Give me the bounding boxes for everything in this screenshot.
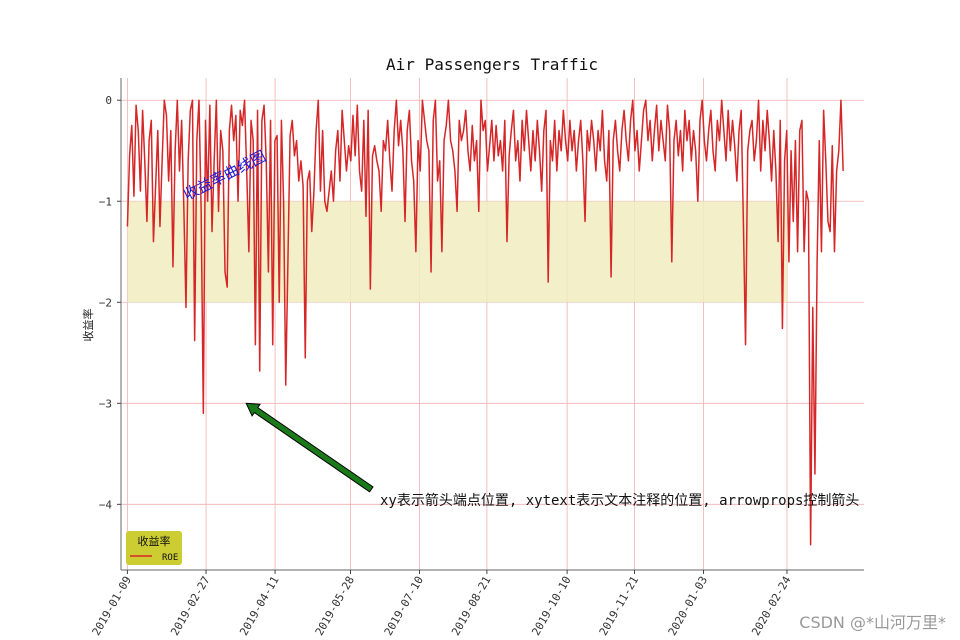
y-axis-label: 收益率 <box>81 309 95 342</box>
y-tick-label-4: −4 <box>99 498 113 511</box>
arrow-icon <box>245 402 374 493</box>
x-tick-label-8: 2020-01-03 <box>666 574 710 638</box>
y-tick-label-1: −1 <box>99 195 112 208</box>
legend-title: 收益率 <box>138 534 171 548</box>
annotation-arrow <box>245 402 374 493</box>
y-tick-label-0: 0 <box>105 94 112 107</box>
chart-title: Air Passengers Traffic <box>386 55 598 74</box>
legend: 收益率 ROE <box>126 531 182 565</box>
legend-label-roe: ROE <box>162 553 178 563</box>
x-tick-label-2: 2019-04-11 <box>237 574 281 638</box>
series-line-roe <box>126 99 844 546</box>
y-tick-label-2: −2 <box>99 296 112 309</box>
x-tick-label-3: 2019-05-28 <box>313 574 357 638</box>
arrow-annotation-text: xy表示箭头端点位置, xytext表示文本注释的位置, arrowprops控… <box>380 492 859 509</box>
shaded-band <box>127 201 787 303</box>
x-tick-label-6: 2019-10-10 <box>529 574 573 638</box>
x-tick-labels: 2019-01-09 2019-02-27 2019-04-11 2019-05-28… <box>90 570 794 638</box>
axes <box>120 78 864 571</box>
x-tick-label-1: 2019-02-27 <box>168 574 212 638</box>
watermark: CSDN @*山河万里* <box>799 613 946 632</box>
x-tick-label-7: 2019-11-21 <box>597 574 641 638</box>
x-tick-label-5: 2019-08-21 <box>449 574 493 638</box>
x-tick-label-9: 2020-02-24 <box>749 574 794 638</box>
y-tick-labels: 0 −1 −2 −3 −4 <box>99 94 121 511</box>
x-tick-label-4: 2019-07-10 <box>382 574 426 638</box>
y-tick-label-3: −3 <box>99 397 112 410</box>
x-tick-label-0: 2019-01-09 <box>90 574 134 638</box>
